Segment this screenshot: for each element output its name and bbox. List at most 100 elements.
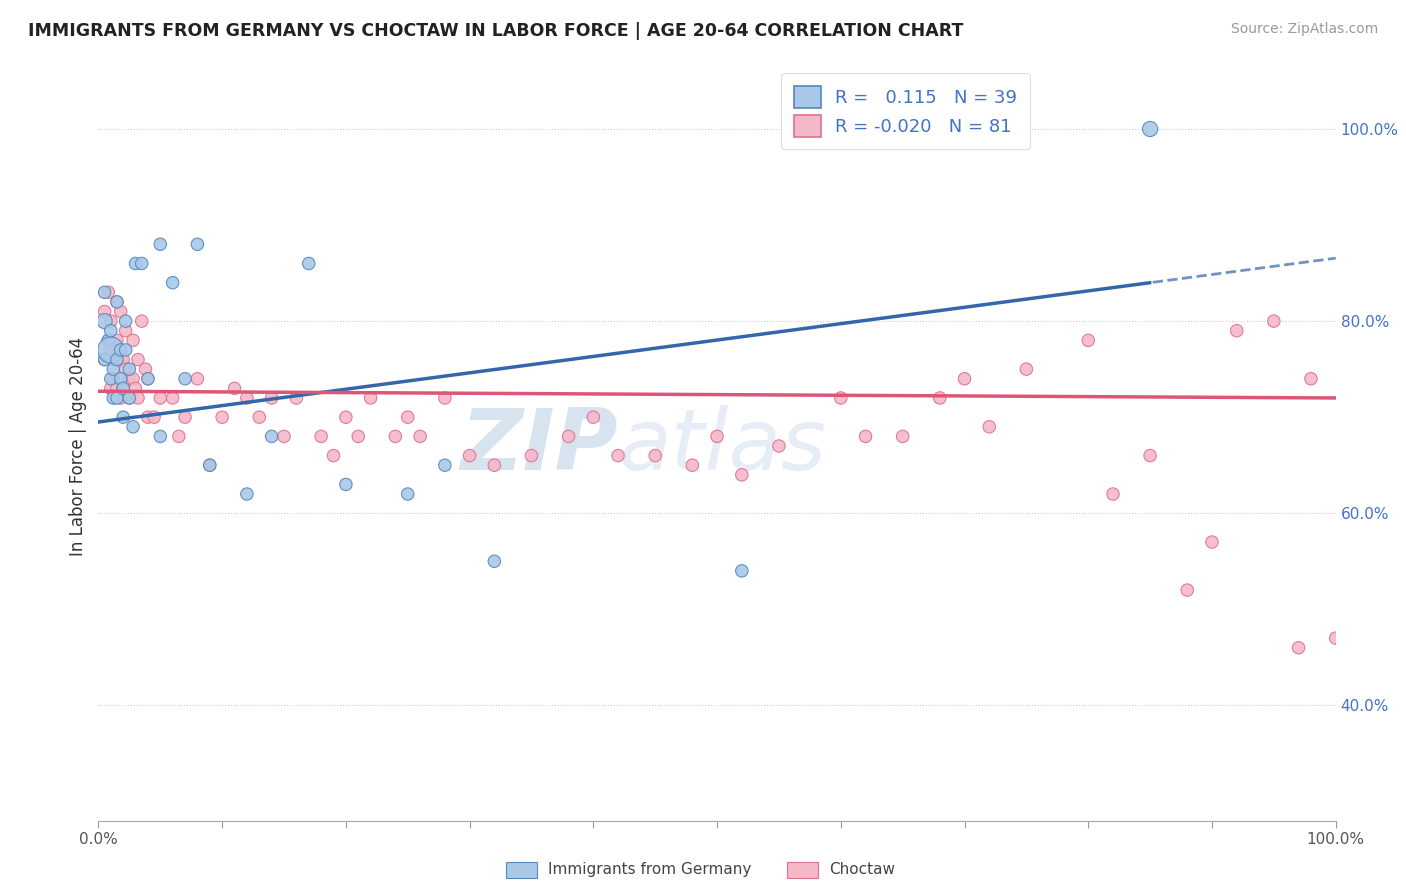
Point [112,352,135,367]
Point [97,334,120,348]
Point [731,564,754,578]
Point [409,429,432,443]
Point [891,429,914,443]
Point [396,487,419,501]
Text: ZIP: ZIP [460,404,619,488]
Point [105,352,128,367]
Point [114,343,136,357]
Point [731,467,754,482]
Point [105,334,128,348]
Point [124,256,146,270]
Point [309,429,332,443]
Point [131,256,153,270]
Point [112,410,135,425]
Point [1077,334,1099,348]
Point [118,391,141,405]
Point [928,391,950,405]
Point [103,391,125,405]
Point [118,391,141,405]
Point [855,429,877,443]
Point [103,372,125,386]
Point [143,410,166,425]
Point [100,343,122,357]
Point [1201,535,1223,549]
Point [134,362,156,376]
Point [103,352,125,367]
Point [174,410,197,425]
Point [484,554,506,568]
Point [198,458,221,473]
Point [93,285,115,300]
Point [100,324,122,338]
Point [105,294,128,309]
Point [136,372,159,386]
Point [124,381,146,395]
Point [830,391,852,405]
Point [162,276,184,290]
Point [149,429,172,443]
Point [118,372,141,386]
Point [1226,324,1249,338]
Point [186,372,208,386]
Point [110,304,132,318]
Point [979,419,1001,434]
Point [122,419,145,434]
Point [285,391,308,405]
Point [93,314,115,328]
Point [335,477,357,491]
Point [236,487,259,501]
Point [149,391,172,405]
Point [236,391,259,405]
Point [114,362,136,376]
Point [100,372,122,386]
Point [247,410,270,425]
Point [607,449,630,463]
Text: Immigrants from Germany: Immigrants from Germany [548,863,752,877]
Point [706,429,728,443]
Point [273,429,295,443]
Point [186,237,208,252]
Point [93,352,115,367]
Point [112,381,135,395]
Point [93,352,115,367]
Point [396,410,419,425]
Point [484,458,506,473]
Point [97,334,120,348]
Point [1263,314,1285,328]
Point [953,372,976,386]
Point [260,429,283,443]
Point [131,314,153,328]
Point [681,458,703,473]
Point [118,362,141,376]
Point [105,391,128,405]
Point [105,294,128,309]
Point [110,391,132,405]
Point [127,391,149,405]
Point [335,410,357,425]
Point [1139,449,1161,463]
Point [1324,631,1347,645]
Point [260,391,283,405]
Point [1102,487,1125,501]
Point [167,429,190,443]
Point [103,362,125,376]
Legend: R =   0.115   N = 39, R = -0.020   N = 81: R = 0.115 N = 39, R = -0.020 N = 81 [780,73,1029,150]
Text: Source: ZipAtlas.com: Source: ZipAtlas.com [1230,22,1378,37]
Point [384,429,406,443]
Point [162,391,184,405]
Point [110,343,132,357]
Point [198,458,221,473]
Point [224,381,246,395]
Y-axis label: In Labor Force | Age 20-64: In Labor Force | Age 20-64 [69,336,87,556]
Point [122,334,145,348]
Point [100,343,122,357]
Point [100,381,122,395]
Point [136,410,159,425]
Point [322,449,344,463]
Point [1299,372,1322,386]
Point [458,449,481,463]
Point [298,256,321,270]
Point [114,324,136,338]
Point [433,458,456,473]
Point [93,304,115,318]
